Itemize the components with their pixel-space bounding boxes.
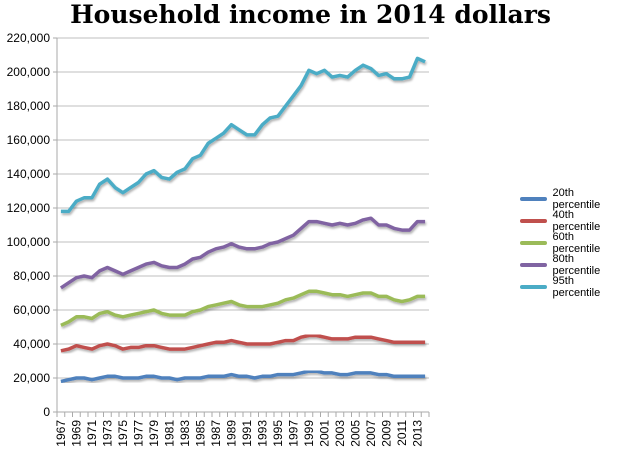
legend-label: 80th percentile (552, 253, 601, 277)
series-line-20th-percentile (60, 369, 426, 384)
x-tick-label: 2011 (395, 420, 409, 446)
y-tick-label: 60,000 (13, 303, 50, 317)
legend-label: 40th percentile (552, 209, 601, 233)
y-tick-label: 100,000 (7, 235, 51, 249)
y-tick-label: 140,000 (7, 167, 51, 181)
legend-swatch (520, 197, 547, 201)
legend-item: 20th percentile (520, 187, 621, 211)
x-tick-label: 1981 (162, 420, 176, 447)
legend-label: 95th percentile (552, 275, 601, 299)
legend-item: 95th percentile (520, 275, 621, 299)
x-tick-label: 2009 (379, 420, 393, 447)
x-tick-label: 1967 (54, 420, 68, 447)
x-tick-label: 1995 (271, 420, 285, 447)
x-tick-label: 1975 (116, 420, 130, 447)
y-tick-label: 160,000 (7, 133, 51, 147)
legend-swatch (520, 263, 547, 267)
x-tick-label: 1979 (147, 420, 161, 447)
y-tick-label: 180,000 (7, 99, 51, 113)
x-tick-label: 2013 (410, 420, 424, 447)
x-tick-label: 1985 (193, 420, 207, 447)
y-tick-label: 80,000 (13, 269, 50, 283)
x-tick-label: 1983 (178, 420, 192, 447)
y-tick-label: 20,000 (13, 371, 50, 385)
x-tick-label: 1969 (69, 420, 83, 447)
y-tick-label: 120,000 (7, 201, 51, 215)
x-tick-label: 1971 (85, 420, 99, 447)
x-tick-label: 1993 (255, 420, 269, 447)
x-tick-label: 2007 (364, 420, 378, 447)
x-tick-label: 1977 (131, 420, 145, 447)
legend: 20th percentile 40th percentile 60th perce… (520, 187, 621, 299)
x-tick-label: 1997 (286, 420, 300, 447)
legend-swatch (520, 285, 547, 289)
legend-label: 20th percentile (552, 187, 601, 211)
legend-item: 40th percentile (520, 209, 621, 233)
series-line-80th-percentile (59, 216, 426, 290)
x-tick-label: 1999 (302, 420, 316, 447)
legend-item: 60th percentile (520, 231, 621, 255)
series-line-40th-percentile (60, 333, 426, 353)
y-tick-label: 220,000 (7, 31, 51, 45)
x-tick-label: 1973 (100, 420, 114, 447)
legend-swatch (520, 241, 547, 245)
y-tick-label: 0 (43, 405, 50, 419)
legend-item: 80th percentile (520, 253, 621, 277)
series-line-95th-percentile (60, 56, 426, 214)
x-tick-label: 2001 (317, 420, 331, 447)
x-tick-label: 2003 (333, 420, 347, 447)
y-tick-label: 200,000 (7, 65, 51, 79)
chart-title: Household income in 2014 dollars (70, 0, 551, 29)
legend-label: 60th percentile (552, 231, 601, 255)
x-tick-label: 1991 (240, 420, 254, 447)
y-tick-label: 40,000 (13, 337, 50, 351)
x-tick-label: 1987 (209, 420, 223, 447)
series-line-60th-percentile (60, 289, 426, 327)
x-tick-label: 2005 (348, 420, 362, 447)
legend-swatch (520, 219, 547, 223)
x-tick-label: 1989 (224, 420, 238, 447)
